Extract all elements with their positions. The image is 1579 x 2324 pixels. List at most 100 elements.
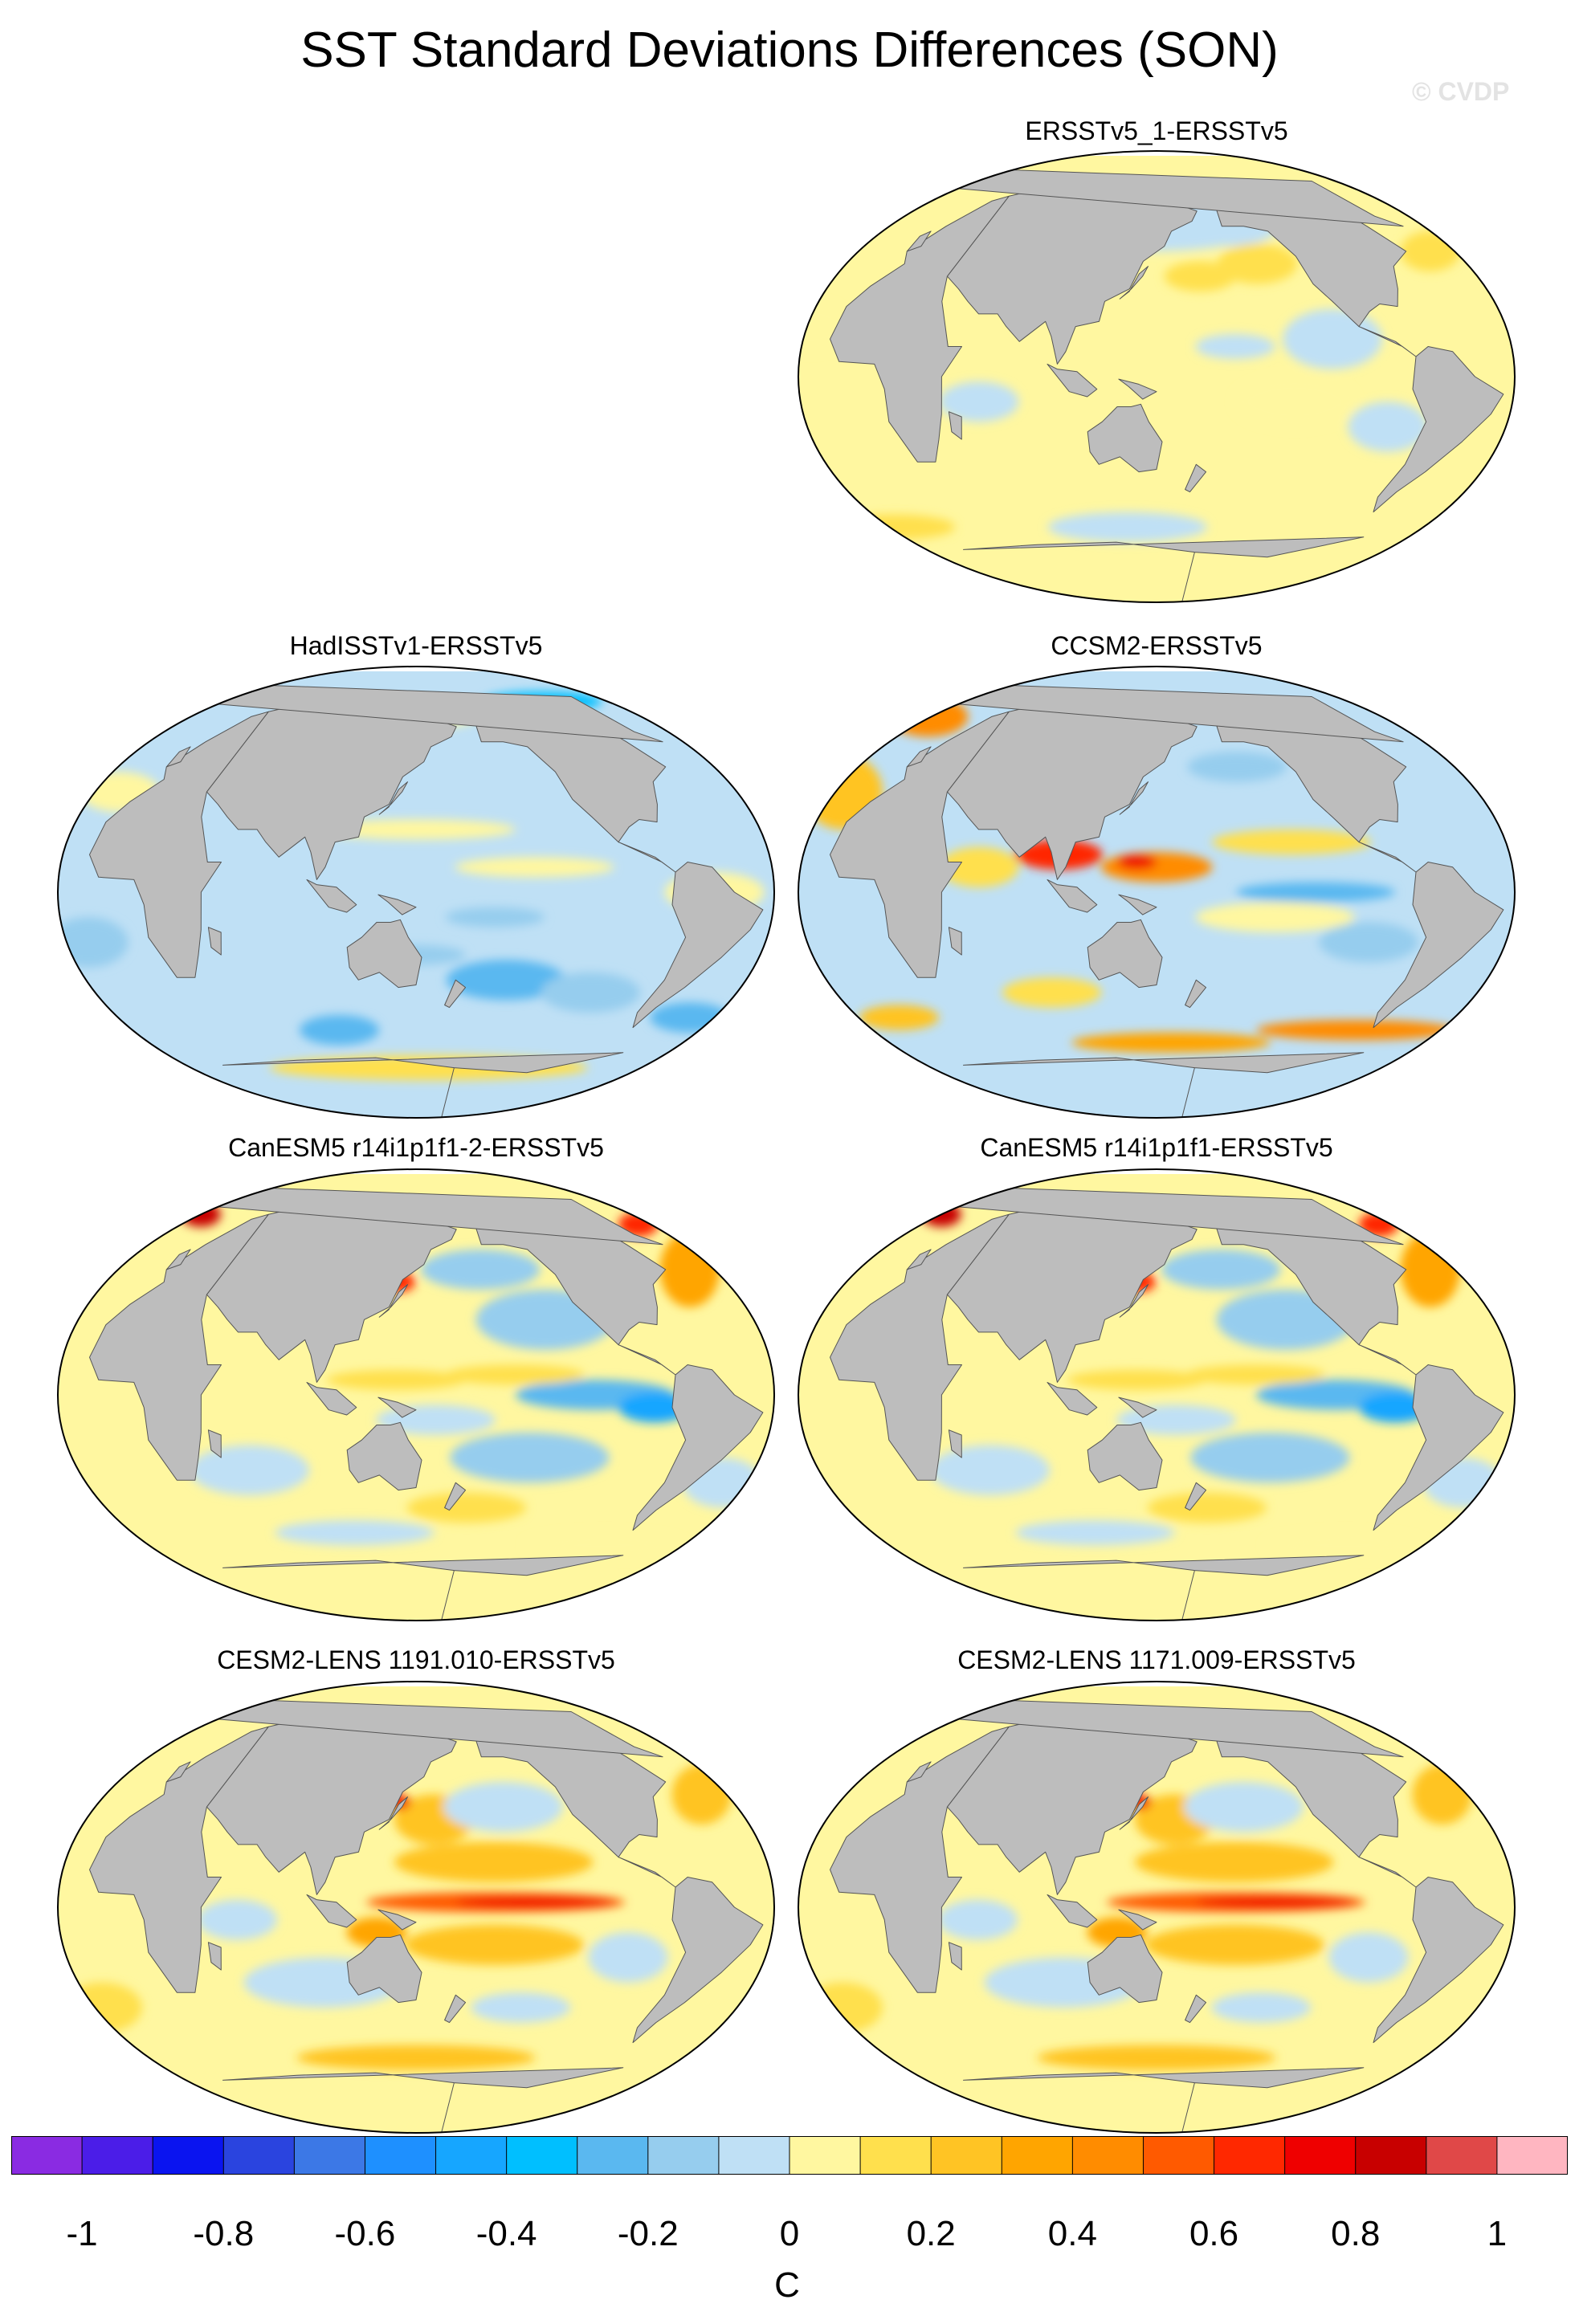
- anomaly-region: [455, 1897, 615, 1907]
- land-japan: [1119, 781, 1149, 815]
- colorbar-swatch: [11, 2136, 83, 2175]
- anomaly-region: [420, 1249, 541, 1290]
- anomaly-region: [588, 1932, 668, 1983]
- polar-mask: [58, 667, 774, 671]
- map-panel-2: [57, 666, 775, 1119]
- colorbar-swatch: [82, 2136, 153, 2175]
- land-antarctica: [963, 1052, 1365, 1118]
- anomaly-region: [1195, 333, 1275, 360]
- map-border: [57, 666, 775, 1119]
- anomaly-region: [939, 381, 1019, 422]
- land-japan: [1119, 1284, 1149, 1318]
- anomaly-region: [446, 960, 566, 1001]
- land-southAmerica: [632, 862, 764, 1029]
- panel-title-2: HadISSTv1-ERSSTv5: [289, 631, 543, 660]
- land-greenland: [216, 1698, 663, 1758]
- land-australia: [1087, 919, 1163, 989]
- colorbar-swatch: [1355, 2136, 1427, 2175]
- anomaly-region: [1164, 261, 1236, 292]
- anomaly-region: [1067, 1369, 1206, 1390]
- map-panel-5: [798, 1168, 1516, 1621]
- land-newZealand: [1185, 463, 1207, 493]
- land-europeAfrica: [830, 1726, 1010, 1993]
- colorbar-tick-label: 0.4: [1047, 2214, 1097, 2253]
- land-greenland: [957, 683, 1404, 743]
- anomaly-region: [1195, 902, 1355, 932]
- anomaly-region: [1100, 852, 1213, 883]
- land-indonesia: [306, 879, 357, 913]
- anomaly-region: [671, 1764, 732, 1825]
- land-greenland: [216, 683, 663, 743]
- anomaly-region: [1184, 1781, 1304, 1833]
- colorbar-swatch: [1426, 2136, 1498, 2175]
- land-europeAfrica: [89, 711, 269, 978]
- anomaly-region: [888, 696, 969, 737]
- land-southAmerica: [632, 1364, 764, 1531]
- polar-mask: [798, 1169, 1515, 1174]
- land-southAmerica: [1373, 862, 1504, 1029]
- anomaly-region: [394, 1841, 594, 1882]
- anomaly-region: [1147, 1492, 1267, 1523]
- land-antarctica: [963, 536, 1365, 602]
- land-antarctica: [963, 2067, 1365, 2133]
- colorbar-swatch: [1214, 2136, 1286, 2175]
- land-madagascar: [207, 927, 222, 956]
- land-antarctica: [222, 1052, 624, 1118]
- land-madagascar: [207, 1942, 222, 1971]
- colorbar-tick-label: -0.2: [617, 2214, 679, 2253]
- colorbar-unit: C: [774, 2265, 800, 2305]
- anomaly-region: [524, 1532, 684, 1558]
- land-europeAfrica: [89, 1213, 269, 1481]
- anomaly-region: [650, 1002, 730, 1033]
- land-png: [377, 1909, 417, 1931]
- land-madagascar: [948, 927, 962, 956]
- colorbar-swatch: [718, 2136, 790, 2175]
- colorbar-swatch: [435, 2136, 508, 2175]
- land-madagascar: [948, 1429, 962, 1458]
- land-australia: [346, 919, 422, 989]
- anomaly-region: [802, 1982, 883, 2033]
- anomaly-region: [798, 301, 850, 352]
- panel-title-5: CanESM5 r14i1p1f1-ERSSTv5: [980, 1133, 1333, 1162]
- map-border: [798, 1681, 1516, 2134]
- land-europeAfrica: [830, 711, 1010, 978]
- land-antarctica: [222, 1555, 624, 1621]
- land-uk: [906, 746, 932, 768]
- anomaly-region: [1211, 1992, 1312, 2023]
- land-europeAfrica: [830, 1213, 1010, 1481]
- anomaly-region: [1359, 1392, 1431, 1423]
- polar-mask: [798, 667, 1515, 671]
- anomaly-region: [1015, 1520, 1175, 1546]
- anomaly-region: [450, 1432, 610, 1483]
- land-newZealand: [1185, 1994, 1207, 2024]
- colorbar-tick-label: -0.4: [475, 2214, 537, 2253]
- anomaly-region: [1187, 752, 1287, 782]
- anomaly-region: [939, 846, 1019, 887]
- cvdp-credit: © CVDP: [1412, 77, 1510, 106]
- land-southAmerica: [1373, 1877, 1504, 2044]
- colorbar-swatch: [506, 2136, 578, 2175]
- anomaly-region: [1412, 1764, 1472, 1825]
- panel-title-4: CanESM5 r14i1p1f1-2-ERSSTv5: [228, 1133, 604, 1162]
- anomaly-region: [1002, 977, 1102, 1008]
- anomaly-region: [445, 1364, 585, 1385]
- colorbar-tick-label: -1: [66, 2214, 98, 2253]
- colorbar-swatch: [1072, 2136, 1144, 2175]
- land-indonesia: [1047, 1894, 1098, 1928]
- anomaly-region: [445, 907, 545, 928]
- land-uk: [165, 746, 191, 768]
- map-border: [798, 1168, 1516, 1621]
- anomaly-region: [326, 1369, 466, 1390]
- land-japan: [1119, 266, 1149, 300]
- colorbar-swatch: [294, 2136, 365, 2175]
- anomaly-region: [1234, 377, 1355, 427]
- polar-mask: [798, 151, 1515, 156]
- land-australia: [346, 1934, 422, 2004]
- map-panel-4: [57, 1168, 775, 1621]
- land-newZealand: [1185, 979, 1207, 1009]
- land-madagascar: [948, 411, 962, 440]
- colorbar-swatch: [647, 2136, 720, 2175]
- land-png: [1118, 378, 1157, 400]
- land-uk: [165, 1761, 191, 1783]
- land-uk: [906, 230, 932, 252]
